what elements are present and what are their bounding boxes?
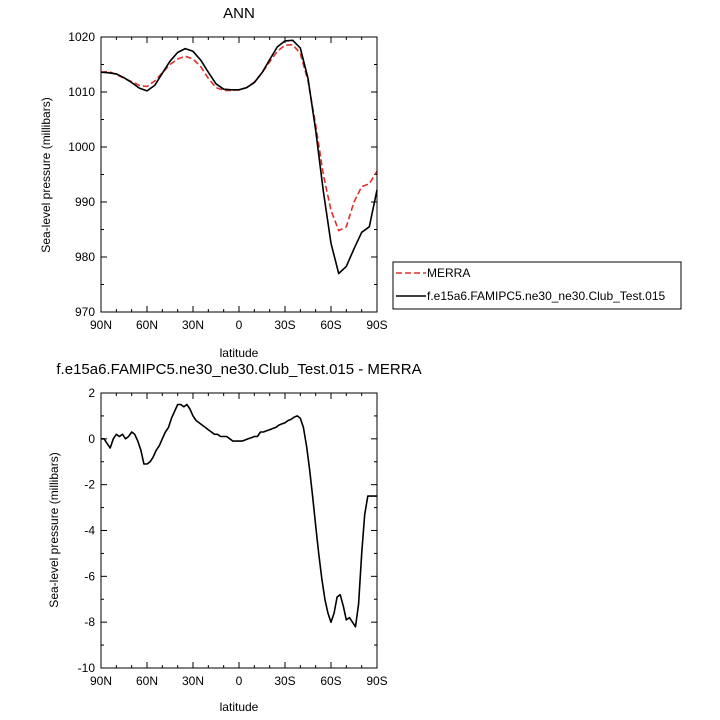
y-tick-label: 2 [88, 386, 95, 400]
sea-level-pressure-chart: ANN Sea-level pressure (millibars) latit… [39, 5, 682, 360]
plot-area [100, 39, 378, 275]
x-tick-label: 60S [320, 674, 341, 688]
plot-frame [100, 36, 378, 313]
axis-ticks: 90N 60N 30N 0 30S 60S 90S -10 -8 -6 -4 -2 0 2 [78, 386, 388, 688]
x-tick-label: 90N [90, 674, 112, 688]
x-tick-label: 0 [236, 318, 243, 332]
series-line-f-e15a6-famipc5-ne30-ne30-club-test-015 [100, 39, 378, 275]
axis-ticks: 90N 60N 30N 0 30S 60S 90S 970 980 990 1000 1010 1020 [68, 30, 387, 332]
x-axis-label: latitude [220, 700, 259, 714]
x-tick-label: 60N [136, 674, 158, 688]
y-tick-label: 970 [75, 305, 95, 319]
y-tick-label: -10 [78, 661, 96, 675]
y-tick-label: -4 [84, 524, 95, 538]
plot-area [101, 403, 377, 628]
chart-title: ANN [223, 5, 255, 22]
difference-chart: f.e15a6.FAMIPC5.ne30_ne30.Club_Test.015 … [47, 361, 422, 714]
x-axis-label: latitude [220, 346, 259, 360]
y-tick-label: 1010 [68, 85, 95, 99]
x-tick-label: 60S [320, 318, 341, 332]
y-tick-label: 0 [88, 432, 95, 446]
y-tick-label: 1000 [68, 140, 95, 154]
x-tick-label: 90S [366, 318, 387, 332]
x-tick-label: 30N [182, 318, 204, 332]
x-tick-label: 0 [236, 674, 243, 688]
legend-merra-label: MERRA [427, 266, 470, 280]
legend-model-label: f.e15a6.FAMIPC5.ne30_ne30.Club_Test.015 [427, 289, 665, 303]
y-axis-label: Sea-level pressure (millibars) [47, 452, 61, 607]
legend-box [392, 261, 682, 310]
y-tick-label: 980 [75, 250, 95, 264]
series-line-difference [101, 403, 377, 628]
series-line-merra [100, 43, 378, 232]
y-tick-label: 990 [75, 195, 95, 209]
legend: MERRA f.e15a6.FAMIPC5.ne30_ne30.Club_Tes… [392, 261, 682, 310]
x-tick-label: 90N [90, 318, 112, 332]
y-tick-label: 1020 [68, 30, 95, 44]
y-axis-label: Sea-level pressure (millibars) [39, 97, 53, 252]
x-tick-label: 60N [136, 318, 158, 332]
y-tick-label: -2 [84, 478, 95, 492]
chart-title: f.e15a6.FAMIPC5.ne30_ne30.Club_Test.015 … [56, 361, 421, 378]
x-tick-label: 90S [366, 674, 387, 688]
x-tick-label: 30S [274, 674, 295, 688]
plot-frame [100, 392, 378, 669]
x-tick-label: 30S [274, 318, 295, 332]
x-tick-label: 30N [182, 674, 204, 688]
y-tick-label: -8 [84, 615, 95, 629]
y-tick-label: -6 [84, 569, 95, 583]
